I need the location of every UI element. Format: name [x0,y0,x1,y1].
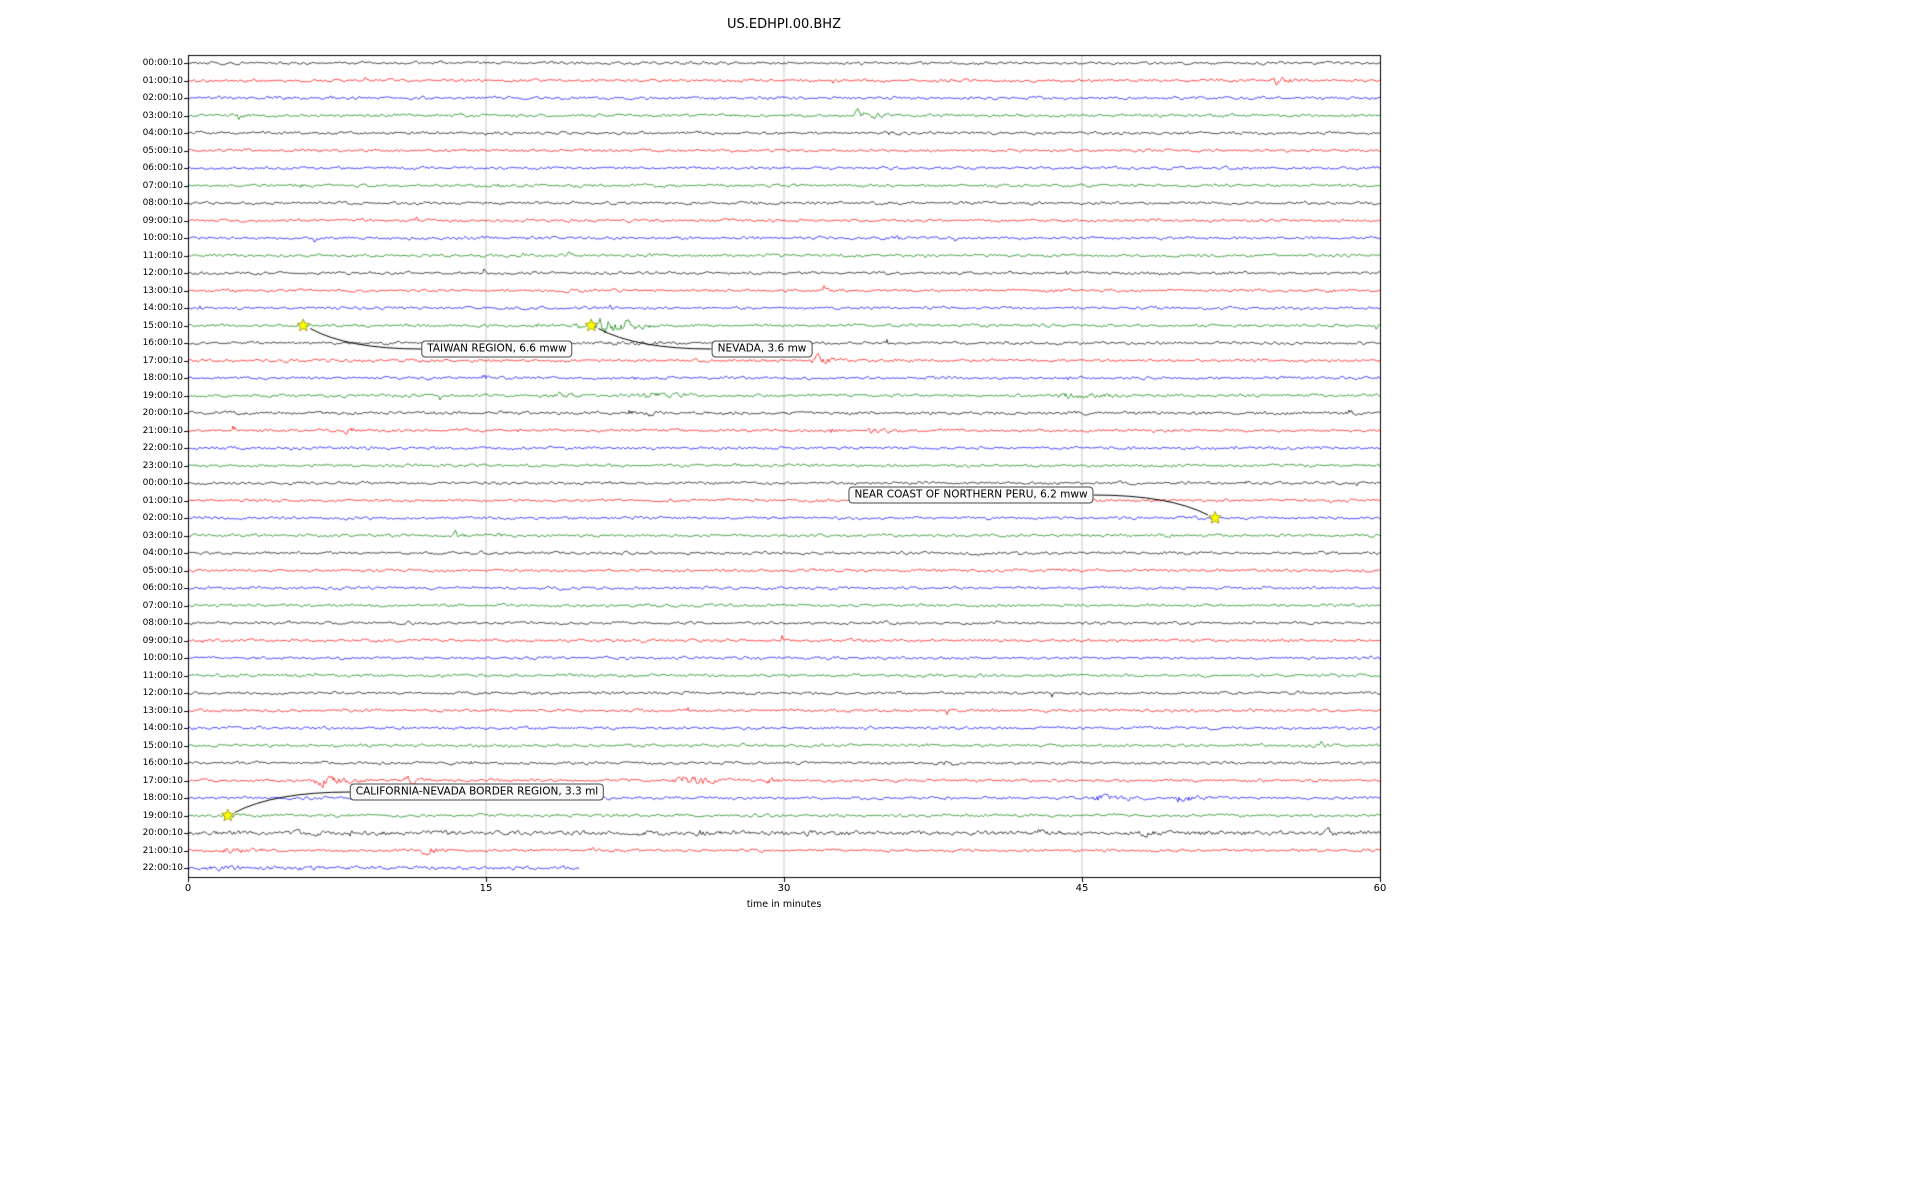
row-label: 03:00:10 [142,110,183,121]
row-label: 17:00:10 [142,355,183,366]
row-label: 16:00:10 [142,758,183,768]
x-tick-label: 15 [479,883,493,894]
row-label: 13:00:10 [142,285,183,296]
row-label: 15:00:10 [142,320,183,331]
row-label: 06:00:10 [142,163,183,173]
row-label: 20:00:10 [142,828,183,838]
row-label: 21:00:10 [142,425,183,436]
row-label: 18:00:10 [142,793,183,803]
row-label: 17:00:10 [142,775,183,786]
row-label: 10:00:10 [142,233,183,243]
x-tick-label: 0 [184,883,192,894]
row-label: 03:00:10 [142,530,183,541]
x-tick-label: 45 [1075,883,1089,894]
row-label: 20:00:10 [142,408,183,418]
event-label-nevada: NEVADA, 3.6 mw [711,340,813,358]
event-label-northern-peru: NEAR COAST OF NORTHERN PERU, 6.2 mww [848,486,1094,504]
row-label: 22:00:10 [142,863,183,873]
row-label: 16:00:10 [142,338,183,348]
row-label: 08:00:10 [142,618,183,628]
row-label: 02:00:10 [142,513,183,523]
row-label: 08:00:10 [142,198,183,208]
row-label: 06:00:10 [142,583,183,593]
row-label: 00:00:10 [142,58,183,68]
row-label: 22:00:10 [142,443,183,453]
row-label: 12:00:10 [142,268,183,278]
row-label: 13:00:10 [142,705,183,716]
row-label: 09:00:10 [142,215,183,226]
row-label: 05:00:10 [142,565,183,576]
x-tick-label: 60 [1373,883,1387,894]
row-label: 05:00:10 [142,145,183,156]
row-label: 07:00:10 [142,180,183,191]
row-label: 04:00:10 [142,548,183,558]
row-label: 11:00:10 [142,670,183,681]
event-label-california-nevada: CALIFORNIA-NEVADA BORDER REGION, 3.3 ml [349,783,605,801]
row-label: 19:00:10 [142,810,183,821]
x-axis-label: time in minutes [746,899,822,910]
row-label: 15:00:10 [142,740,183,751]
row-label: 10:00:10 [142,653,183,663]
row-label: 21:00:10 [142,845,183,856]
row-label: 07:00:10 [142,600,183,611]
row-label: 09:00:10 [142,635,183,646]
event-label-taiwan-region: TAIWAN REGION, 6.6 mww [421,340,573,358]
row-label: 01:00:10 [142,75,183,86]
chart-title: US.EDHPI.00.BHZ [727,17,841,32]
row-label: 23:00:10 [142,460,183,471]
row-label: 01:00:10 [142,495,183,506]
row-label: 02:00:10 [142,93,183,103]
row-label: 14:00:10 [142,723,183,733]
row-label: 11:00:10 [142,250,183,261]
row-label: 18:00:10 [142,373,183,383]
row-label: 00:00:10 [142,478,183,488]
x-tick-label: 30 [777,883,791,894]
row-label: 14:00:10 [142,303,183,313]
row-label: 04:00:10 [142,128,183,138]
row-label: 12:00:10 [142,688,183,698]
row-label: 19:00:10 [142,390,183,401]
